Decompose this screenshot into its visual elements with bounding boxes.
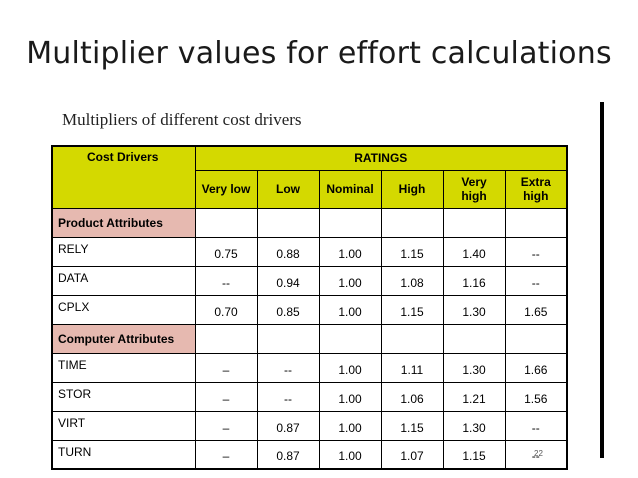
table-row: RELY 0.75 0.88 1.00 1.15 1.40 -- <box>51 236 568 267</box>
multiplier-value: 1.08 <box>380 265 444 296</box>
table-row: VIRT –0.87 1.00 1.15 1.30 -- <box>51 410 568 441</box>
multiplier-value: 1.66 <box>504 352 568 383</box>
rating-label-line: high <box>461 189 487 203</box>
rating-label-line: high <box>523 189 549 203</box>
multiplier-value: 1.16 <box>442 265 506 296</box>
multiplier-value: 1.15 <box>380 236 444 267</box>
multiplier-value: 1.11 <box>380 352 444 383</box>
empty-cell <box>194 323 258 354</box>
vertical-divider <box>600 102 604 458</box>
empty-cell <box>318 207 382 238</box>
empty-cell <box>442 207 506 238</box>
multiplier-value: 0.85 <box>256 294 320 325</box>
multiplier-value: 1.07 <box>380 439 444 470</box>
cost-drivers-header: Cost Drivers <box>51 145 196 209</box>
rating-label-line: Very low <box>201 182 251 196</box>
rating-label-line: Low <box>276 182 300 196</box>
multiplier-value: -- <box>504 236 568 267</box>
group-row: Computer Attributes <box>51 323 568 354</box>
multiplier-value: 1.30 <box>442 410 506 441</box>
empty-cell <box>194 207 258 238</box>
rating-label-line: Very <box>461 175 487 189</box>
page-number: 22 <box>534 449 543 458</box>
table-row: TURN –0.87 1.00 1.07 1.15 -- <box>51 439 568 470</box>
multiplier-value: 1.06 <box>380 381 444 412</box>
multiplier-value: -- <box>504 410 568 441</box>
group-label: Product Attributes <box>51 207 196 238</box>
empty-cell <box>504 207 568 238</box>
multiplier-value: 0.75 <box>194 236 258 267</box>
multiplier-value: – <box>194 381 258 412</box>
rating-column-header: High <box>380 169 444 209</box>
multiplier-value: 1.15 <box>442 439 506 470</box>
empty-cell <box>442 323 506 354</box>
multiplier-value: 1.00 <box>318 236 382 267</box>
multiplier-value: 0.88 <box>256 236 320 267</box>
multiplier-value: 1.21 <box>442 381 506 412</box>
rating-column-header: Nominal <box>318 169 382 209</box>
multiplier-value: 1.00 <box>318 381 382 412</box>
rating-column-header: Extra high <box>504 169 568 209</box>
empty-cell <box>256 207 320 238</box>
cost-driver-name: TIME <box>51 352 196 383</box>
ratings-header: RATINGS <box>194 145 568 171</box>
multiplier-value: -- <box>504 439 568 470</box>
multiplier-value: 1.00 <box>318 410 382 441</box>
table-row: STOR – -- 1.00 1.06 1.21 1.56 <box>51 381 568 412</box>
table-caption: Multipliers of different cost drivers <box>62 110 302 129</box>
cost-driver-name: VIRT <box>51 410 196 441</box>
multiplier-value: 1.30 <box>442 294 506 325</box>
multiplier-value: 1.00 <box>318 265 382 296</box>
rating-label-line: High <box>398 182 426 196</box>
rating-column-header: Very high <box>442 169 506 209</box>
multiplier-value: 1.15 <box>380 410 444 441</box>
cost-drivers-table: Cost Drivers RATINGS Very low Low Nominal H… <box>51 145 568 470</box>
rating-level-row: Very low Low Nominal High Very high Extra high <box>52 169 568 209</box>
empty-cell <box>380 323 444 354</box>
empty-cell <box>318 323 382 354</box>
table-row: DATA -- 0.94 1.00 1.08 1.16 -- <box>51 265 568 296</box>
multiplier-value: – <box>194 439 258 470</box>
empty-cell <box>256 323 320 354</box>
multiplier-value: 1.15 <box>380 294 444 325</box>
multiplier-value: 0.87 <box>256 410 320 441</box>
empty-cell <box>504 323 568 354</box>
multiplier-value: -- <box>256 381 320 412</box>
multiplier-value: -- <box>194 265 258 296</box>
slide-title: Multiplier values for effort calculation… <box>26 36 612 71</box>
multiplier-value: – <box>194 410 258 441</box>
multiplier-value: 1.00 <box>318 294 382 325</box>
multiplier-value: 1.00 <box>318 439 382 470</box>
cost-driver-name: STOR <box>51 381 196 412</box>
multiplier-value: – <box>194 352 258 383</box>
multiplier-value: -- <box>256 352 320 383</box>
header-row: Cost Drivers RATINGS <box>51 145 568 209</box>
table-row: CPLX 0.70 0.85 1.00 1.15 1.30 1.65 <box>51 294 568 325</box>
multiplier-value: 0.87 <box>256 439 320 470</box>
cost-driver-name: TURN <box>51 439 196 470</box>
multiplier-value: 0.94 <box>256 265 320 296</box>
multiplier-value: 1.30 <box>442 352 506 383</box>
table-row: TIME – -- 1.00 1.11 1.30 1.66 <box>51 352 568 383</box>
multiplier-value: -- <box>504 265 568 296</box>
group-label: Computer Attributes <box>51 323 196 354</box>
rating-column-header: Low <box>256 169 320 209</box>
group-row: Product Attributes <box>51 207 568 238</box>
multiplier-value: 0.70 <box>194 294 258 325</box>
multiplier-value: 1.40 <box>442 236 506 267</box>
cost-driver-name: CPLX <box>51 294 196 325</box>
cost-driver-name: RELY <box>51 236 196 267</box>
rating-label-line: Extra <box>520 175 551 189</box>
multiplier-value: 1.65 <box>504 294 568 325</box>
rating-label-line: Nominal <box>326 182 374 196</box>
rating-column-header: Very low <box>194 169 258 209</box>
cost-driver-name: DATA <box>51 265 196 296</box>
multiplier-value: 1.00 <box>318 352 382 383</box>
multiplier-value: 1.56 <box>504 381 568 412</box>
empty-cell <box>380 207 444 238</box>
